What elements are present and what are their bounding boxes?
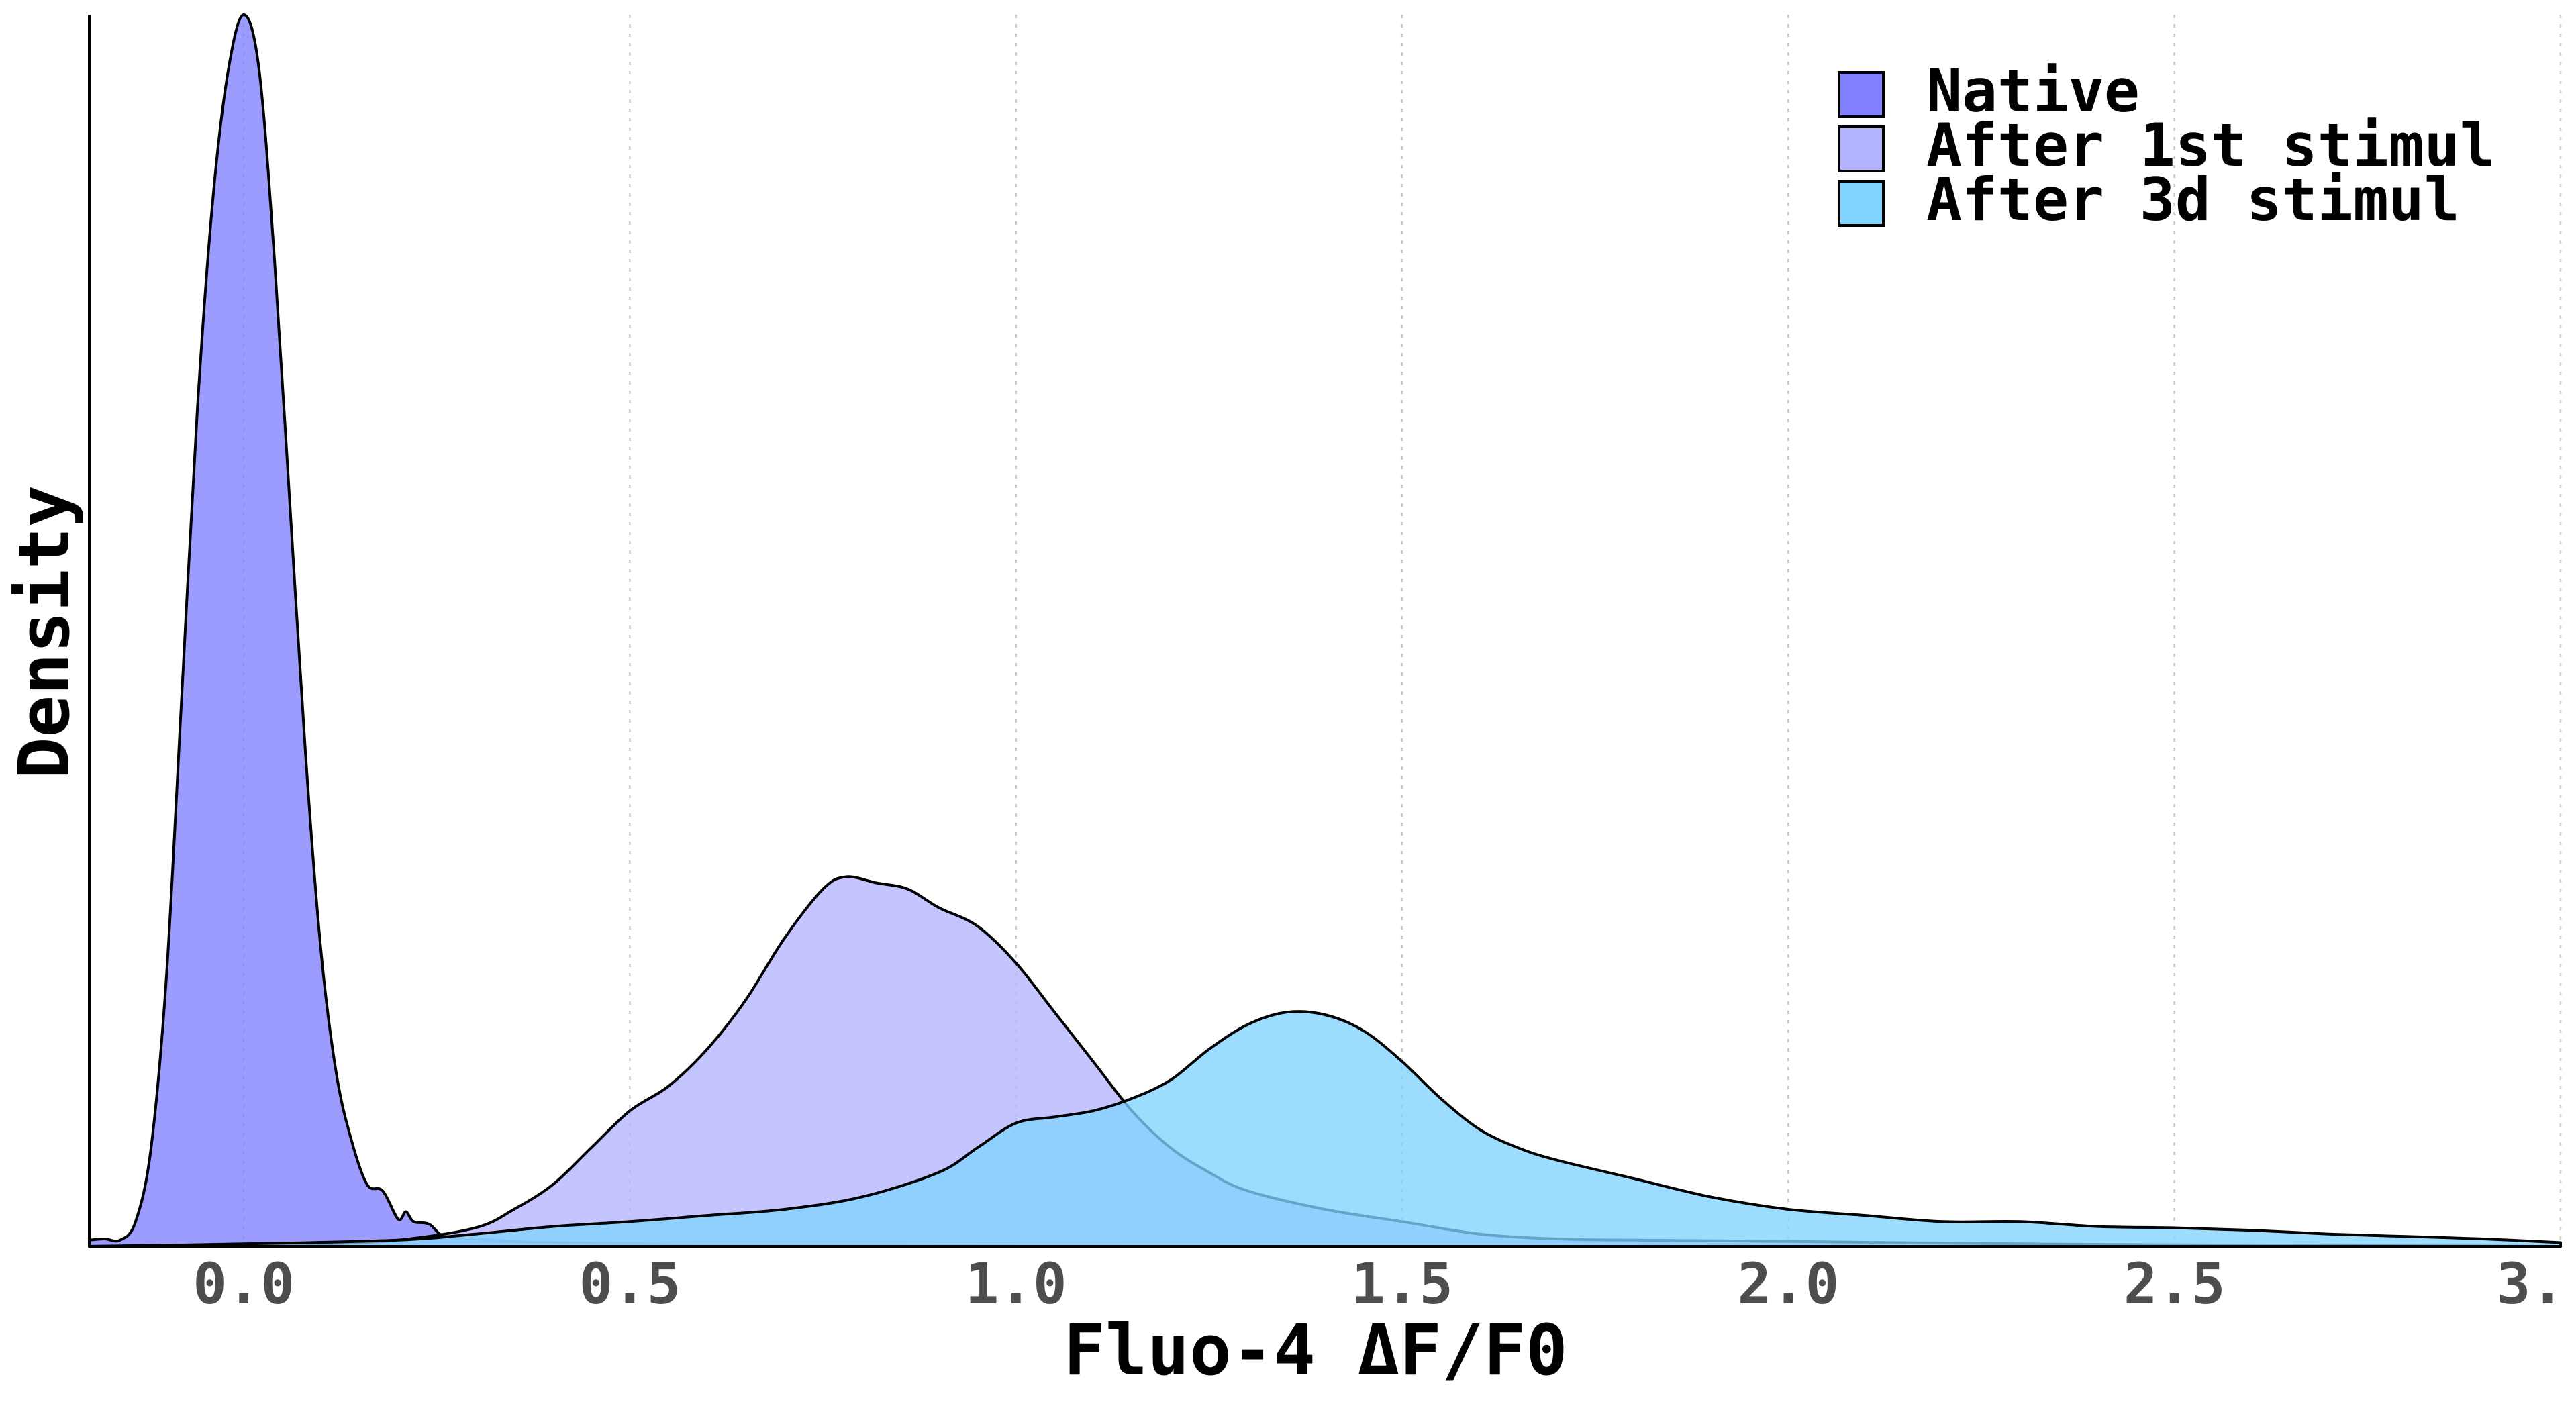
x-tick-label: 2.0	[1738, 1251, 1840, 1317]
x-tick-label: 0.5	[579, 1251, 681, 1317]
x-tick-label: 1.5	[1351, 1251, 1453, 1317]
axes	[88, 15, 2561, 1248]
legend-swatch	[1838, 180, 1885, 227]
x-axis-title: Fluo-4 ΔF/F0	[1063, 1309, 1567, 1391]
x-tick-label: 3.	[2497, 1251, 2565, 1317]
y-axis-title: Density	[3, 485, 85, 779]
x-tick-labels: 0.0 0.5 1.0 1.5 2.0 2.5 3.	[193, 1251, 2565, 1317]
x-tick-label: 0.0	[193, 1251, 295, 1317]
legend-swatch	[1838, 71, 1885, 118]
legend-label: Native	[1926, 56, 2140, 125]
legend-label: After 1st stimul	[1926, 111, 2495, 180]
legend-swatch	[1838, 125, 1885, 172]
density-area-after-3d-stimul	[88, 1010, 2562, 1248]
legend-label: After 3d stimul	[1926, 165, 2460, 234]
x-tick-label: 1.0	[965, 1251, 1067, 1317]
x-tick-label: 2.5	[2124, 1251, 2226, 1317]
